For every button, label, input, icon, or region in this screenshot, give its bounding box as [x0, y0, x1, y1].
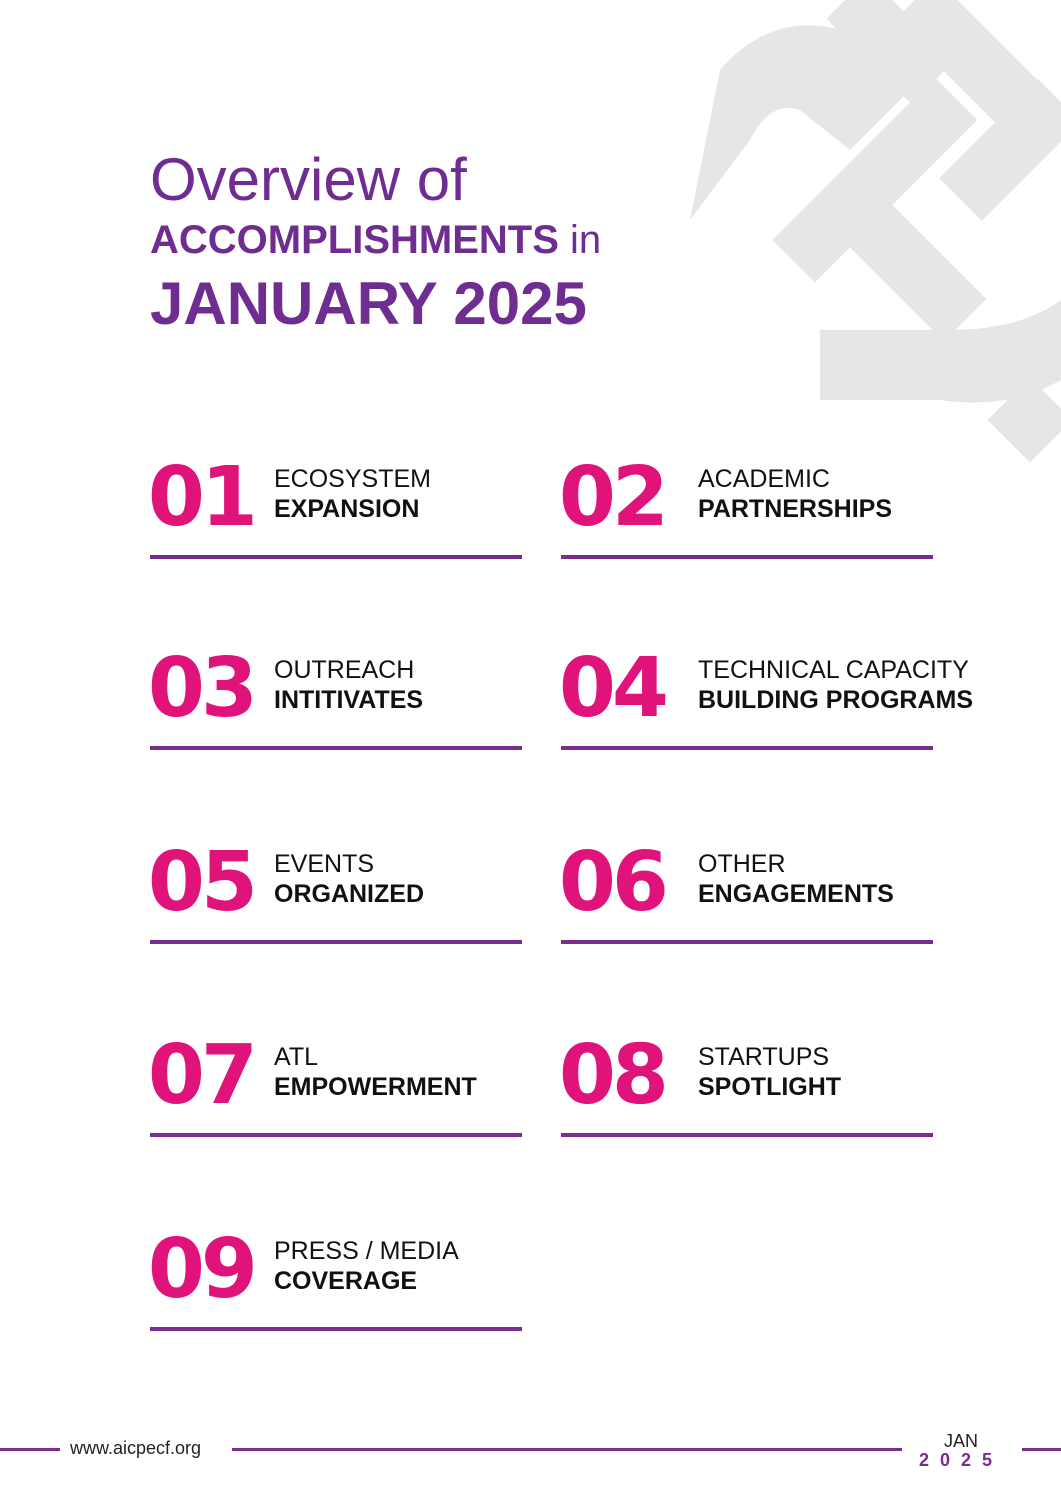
- item-number: 07: [147, 1028, 258, 1123]
- title-line-2: ACCOMPLISHMENTS in: [150, 215, 601, 265]
- item-label-top: EVENTS: [274, 850, 375, 878]
- title-in: in: [558, 218, 602, 262]
- footer-rule-right: [1022, 1448, 1061, 1451]
- item-divider: [150, 1327, 522, 1331]
- title-accomplishments: ACCOMPLISHMENTS: [150, 218, 559, 262]
- item-number: 08: [558, 1028, 669, 1123]
- item-label-top: ECOSYSTEM: [274, 465, 431, 493]
- item-other-engagements[interactable]: 06 OTHER ENGAGEMENTS: [558, 835, 933, 945]
- footer-rule-left: [0, 1448, 60, 1451]
- item-number: 01: [147, 450, 258, 545]
- item-divider: [150, 940, 522, 944]
- logo-arc-shape: [690, 25, 910, 221]
- item-label-bottom: INTITIVATES: [274, 686, 424, 714]
- logo-arc-lower: [820, 300, 1061, 403]
- item-divider: [150, 1133, 522, 1137]
- item-outreach-intitivates[interactable]: 03 OUTREACH INTITIVATES: [147, 641, 522, 751]
- item-divider: [561, 555, 933, 559]
- item-divider: [150, 746, 522, 750]
- title-line-1: Overview of: [150, 146, 467, 213]
- item-number: 03: [147, 641, 258, 736]
- logo-bar-4: [823, 178, 987, 342]
- item-label-bottom: COVERAGE: [274, 1267, 418, 1295]
- item-events-organized[interactable]: 05 EVENTS ORGANIZED: [147, 835, 522, 945]
- page-title: Overview of ACCOMPLISHMENTS in JANUARY 2…: [150, 145, 601, 343]
- footer-rule-middle: [232, 1448, 902, 1451]
- item-academic-partnerships[interactable]: 02 ACADEMIC PARTNERSHIPS: [558, 450, 933, 560]
- item-label-bottom: PARTNERSHIPS: [698, 495, 893, 523]
- item-label-top: TECHNICAL CAPACITY: [698, 656, 969, 684]
- item-label-bottom: BUILDING PROGRAMS: [698, 686, 973, 714]
- logo-bar-5: [939, 79, 1061, 221]
- item-number: 05: [147, 835, 258, 930]
- title-line-3: JANUARY 2025: [150, 270, 587, 337]
- item-label-bottom: ORGANIZED: [274, 880, 424, 908]
- item-label-top: STARTUPS: [698, 1043, 830, 1071]
- footer-website-link[interactable]: www.aicpecf.org: [70, 1438, 202, 1458]
- item-startups-spotlight[interactable]: 08 STARTUPS SPOTLIGHT: [558, 1028, 933, 1138]
- footer-year: 2025: [919, 1450, 1004, 1470]
- item-number: 09: [147, 1222, 258, 1317]
- watermark-logo: [690, 0, 1061, 463]
- item-divider: [561, 940, 933, 944]
- item-ecosystem-expansion[interactable]: 01 ECOSYSTEM EXPANSION: [147, 450, 522, 560]
- item-label-top: ACADEMIC: [698, 465, 830, 493]
- logo-bar-2: [893, 0, 1057, 142]
- item-atl-empowerment[interactable]: 07 ATL EMPOWERMENT: [147, 1028, 522, 1138]
- item-press-media-coverage[interactable]: 09 PRESS / MEDIA COVERAGE: [147, 1222, 522, 1332]
- item-label-top: ATL: [274, 1043, 318, 1071]
- item-divider: [561, 1133, 933, 1137]
- item-label-bottom: EXPANSION: [274, 495, 420, 523]
- item-divider: [561, 746, 933, 750]
- item-label-top: PRESS / MEDIA: [274, 1237, 459, 1265]
- logo-bar-3: [772, 77, 978, 283]
- item-label-bottom: SPOTLIGHT: [698, 1073, 842, 1101]
- item-number: 02: [558, 450, 669, 545]
- item-label-bottom: EMPOWERMENT: [274, 1073, 477, 1101]
- item-number: 04: [558, 641, 669, 736]
- item-label-top: OTHER: [698, 850, 786, 878]
- footer-month: JAN: [944, 1431, 979, 1451]
- item-label-bottom: ENGAGEMENTS: [698, 880, 894, 908]
- item-number: 06: [558, 835, 669, 930]
- logo-bar-1: [826, 0, 954, 104]
- item-label-top: OUTREACH: [274, 656, 415, 684]
- item-technical-capacity[interactable]: 04 TECHNICAL CAPACITY BUILDING PROGRAMS: [558, 641, 973, 751]
- item-divider: [150, 555, 522, 559]
